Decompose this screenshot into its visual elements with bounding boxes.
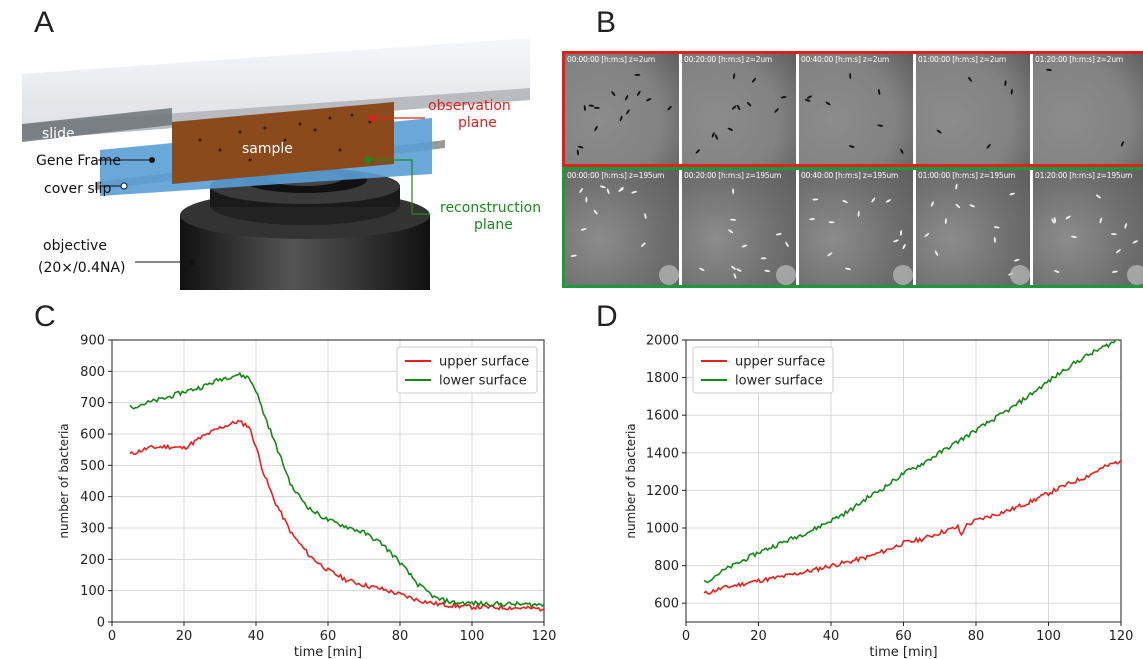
- x-tick-label: 20: [176, 629, 193, 644]
- reconstruction-label-line1: reconstruction: [440, 200, 541, 216]
- y-tick-label: 500: [80, 459, 105, 474]
- objective-label-line2: (20×/0.4NA): [38, 260, 126, 276]
- cover-slip-label: cover slip: [44, 181, 111, 197]
- micrograph-timestamp: 00:20:00 [h:m:s] z=2um: [684, 55, 772, 64]
- series-line-lower-surface: [129, 371, 544, 609]
- y-tick-label: 100: [80, 584, 105, 599]
- x-axis-label: time [min]: [869, 645, 937, 659]
- y-tick-label: 700: [80, 396, 105, 411]
- sample-label: sample: [242, 141, 293, 157]
- legend-box: [396, 346, 538, 394]
- micrograph-timestamp: 01:20:00 [h:m:s] z=2um: [1035, 55, 1123, 64]
- y-tick-label: 800: [654, 559, 679, 574]
- chart-d: 0 20 40 60 80 100 120 600 800 1000 1200 1400 1600 180…: [624, 334, 1134, 659]
- reconstruction-label-line2: plane: [474, 217, 513, 233]
- x-tick-label: 120: [532, 629, 557, 644]
- y-tick-label: 400: [80, 490, 105, 505]
- micrograph-tile: 00:00:00 [h:m:s] z=2um: [565, 54, 679, 164]
- panel-label-d: D: [596, 300, 618, 333]
- micrograph-tile: 01:20:00 [h:m:s] z=2um: [1033, 54, 1143, 164]
- x-tick-label: 20: [750, 629, 767, 644]
- micrograph-timestamp: 01:00:00 [h:m:s] z=2um: [918, 55, 1006, 64]
- micrograph-timestamp: 01:20:00 [h:m:s] z=195um: [1035, 171, 1133, 180]
- micrograph-timestamp: 00:20:00 [h:m:s] z=195um: [684, 171, 782, 180]
- x-tick-label: 80: [392, 629, 409, 644]
- panel-label-c: C: [34, 300, 56, 333]
- x-tick-label: 80: [968, 629, 985, 644]
- x-tick-label: 0: [682, 629, 690, 644]
- micrograph-timestamp: 00:00:00 [h:m:s] z=195um: [567, 171, 665, 180]
- y-tick-label: 1000: [646, 522, 679, 537]
- y-tick-label: 0: [97, 616, 105, 631]
- legend-box: [692, 346, 834, 394]
- micrograph-tile: 01:00:00 [h:m:s] z=2um: [916, 54, 1030, 164]
- micrograph-tile: 00:40:00 [h:m:s] z=2um: [799, 54, 913, 164]
- legend-label: lower surface: [735, 374, 823, 389]
- slide-label: slide: [42, 126, 75, 142]
- y-tick-label: 1800: [646, 371, 679, 386]
- chart-c: 0 20 40 60 80 100 120 0 100 200 300 400 500 600 700 800…: [57, 334, 557, 659]
- setup-diagram: slide sample Gene Frame cover slip objec…: [22, 38, 541, 290]
- micrograph-timestamp: 00:40:00 [h:m:s] z=195um: [801, 171, 899, 180]
- y-tick-label: 900: [80, 334, 105, 349]
- micrograph-tile: 00:20:00 [h:m:s] z=195um: [682, 170, 796, 285]
- x-tick-label: 0: [108, 629, 116, 644]
- x-tick-label: 100: [1036, 629, 1061, 644]
- legend-label: upper surface: [735, 355, 825, 370]
- y-tick-label: 1200: [646, 484, 679, 499]
- micrograph-tile: 00:40:00 [h:m:s] z=195um: [799, 170, 913, 285]
- observation-label-line1: observation: [428, 98, 511, 114]
- y-tick-label: 200: [80, 553, 105, 568]
- y-tick-label: 600: [80, 428, 105, 443]
- x-tick-label: 60: [895, 629, 912, 644]
- y-axis-label: number of bacteria: [624, 423, 638, 538]
- y-tick-label: 1400: [646, 446, 679, 461]
- panel-label-b: B: [596, 6, 617, 39]
- micrograph-tile: 01:20:00 [h:m:s] z=195um: [1033, 170, 1143, 285]
- legend-label: upper surface: [439, 355, 529, 370]
- y-tick-label: 300: [80, 522, 105, 537]
- micrograph-tile: 00:00:00 [h:m:s] z=195um: [565, 170, 679, 285]
- x-axis-label: time [min]: [294, 645, 362, 659]
- x-tick-label: 60: [320, 629, 337, 644]
- panel-label-a: A: [34, 6, 55, 39]
- y-tick-label: 800: [80, 365, 105, 380]
- micrograph-tile: 00:20:00 [h:m:s] z=2um: [682, 54, 796, 164]
- slide-shape: [22, 38, 530, 124]
- y-axis-label: number of bacteria: [57, 423, 71, 538]
- y-tick-label: 600: [654, 597, 679, 612]
- series-line-lower-surface: [703, 340, 1121, 584]
- legend-label: lower surface: [439, 374, 527, 389]
- y-tick-label: 2000: [646, 334, 679, 349]
- objective-label-line1: objective: [43, 238, 107, 254]
- micrograph-tile: 01:00:00 [h:m:s] z=195um: [916, 170, 1030, 285]
- micrograph-timestamp: 01:00:00 [h:m:s] z=195um: [918, 171, 1016, 180]
- x-tick-label: 40: [823, 629, 840, 644]
- x-tick-label: 100: [460, 629, 485, 644]
- micrograph-timestamp: 00:40:00 [h:m:s] z=2um: [801, 55, 889, 64]
- x-tick-label: 40: [248, 629, 265, 644]
- series-line-upper-surface: [703, 459, 1121, 595]
- micrograph-grid: 00:00:00 [h:m:s] z=2um 00:20:00 [h:m:s] z…: [562, 51, 1143, 288]
- observation-label-line2: plane: [458, 115, 497, 131]
- micrograph-timestamp: 00:00:00 [h:m:s] z=2um: [567, 55, 655, 64]
- y-tick-label: 1600: [646, 409, 679, 424]
- series-line-upper-surface: [129, 419, 544, 612]
- x-tick-label: 120: [1109, 629, 1134, 644]
- sample-shape: [172, 102, 394, 184]
- gene-frame-label: Gene Frame: [36, 153, 121, 169]
